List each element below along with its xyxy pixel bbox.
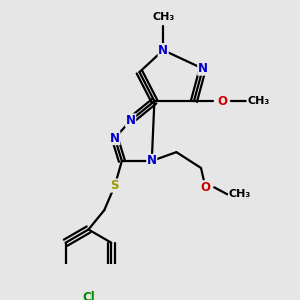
Text: CH₃: CH₃ <box>152 12 174 22</box>
Text: N: N <box>147 154 157 167</box>
Text: N: N <box>110 132 120 145</box>
Text: O: O <box>217 94 227 108</box>
Text: N: N <box>198 62 208 75</box>
Text: O: O <box>200 181 210 194</box>
Text: N: N <box>126 114 136 127</box>
Text: S: S <box>111 179 119 192</box>
Text: CH₃: CH₃ <box>247 96 269 106</box>
Text: Cl: Cl <box>82 291 95 300</box>
Text: CH₃: CH₃ <box>229 189 251 199</box>
Text: N: N <box>158 44 168 57</box>
